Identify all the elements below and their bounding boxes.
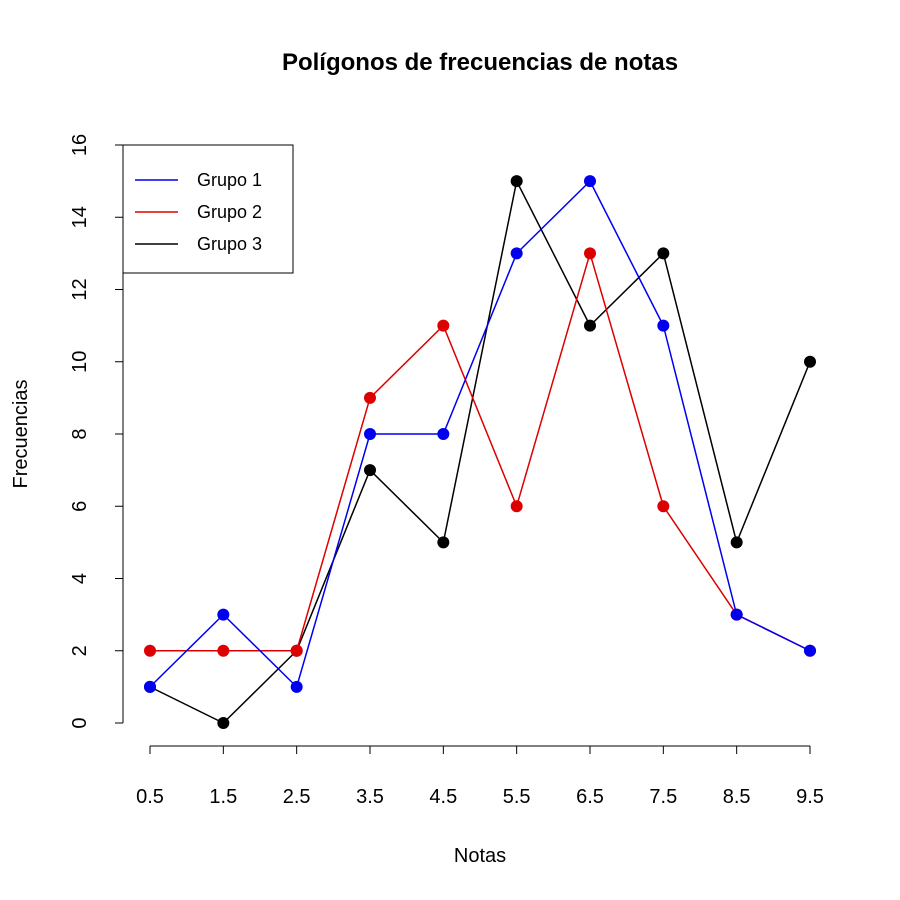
x-tick-label: 9.5 [796,786,824,808]
point [290,680,303,693]
point [584,319,596,332]
y-tick-label: 10 [69,351,91,373]
x-tick-label: 4.5 [429,786,457,808]
legend-label: Grupo 3 [197,234,262,254]
y-tick-label: 12 [69,278,91,300]
point [804,644,816,657]
x-tick-label: 3.5 [356,786,384,808]
point [730,608,743,621]
point [657,500,670,513]
series-line [149,179,811,689]
point [217,608,230,621]
legend-label: Grupo 1 [197,170,262,190]
y-tick-label: 6 [69,501,91,512]
y-tick-label: 14 [69,206,91,228]
x-tick-label: 0.5 [136,786,164,808]
point [510,500,523,513]
point [364,464,376,477]
point [584,247,596,260]
point [804,355,816,368]
point [437,536,450,549]
series-line [149,178,811,724]
x-tick-label: 5.5 [503,786,531,808]
legend-label: Grupo 2 [197,202,262,222]
point [437,319,450,332]
point [144,644,156,657]
x-tick-label: 6.5 [576,786,604,808]
point [584,175,596,188]
y-axis-label: Frecuencias [10,380,32,489]
y-tick-label: 0 [69,717,91,728]
x-tick-label: 2.5 [283,786,311,808]
chart-title: Polígonos de frecuencias de notas [282,49,678,76]
y-tick-label: 8 [69,428,91,439]
y-tick-label: 16 [69,134,91,156]
point [510,247,523,260]
point [217,644,230,657]
x-axis-label: Notas [454,845,506,867]
point [290,644,303,657]
point [364,428,376,440]
point [657,319,670,332]
x-tick-label: 1.5 [209,786,237,808]
point [144,680,156,693]
point [364,391,376,404]
legend-box [122,144,294,274]
x-tick-label: 8.5 [723,786,751,808]
point [437,428,450,440]
point [657,247,670,260]
y-tick-label: 4 [69,573,91,584]
point [510,175,523,188]
point [217,717,230,729]
series-line [150,250,811,652]
x-tick-label: 7.5 [649,786,677,808]
point [730,536,743,549]
y-tick-label: 2 [69,645,91,656]
